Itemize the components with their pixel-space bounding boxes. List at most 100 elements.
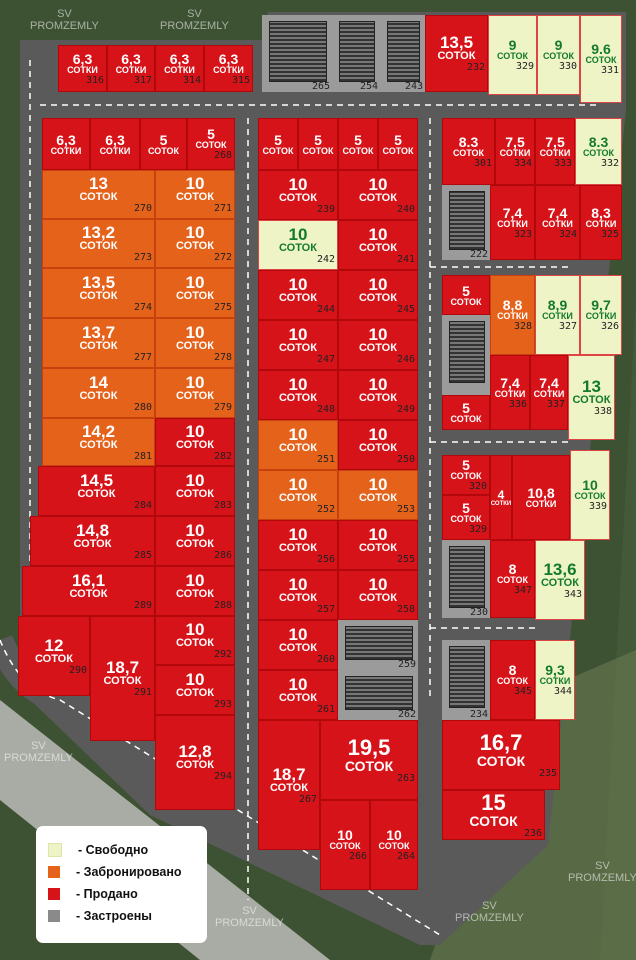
plot-unit: СОТОК: [359, 241, 397, 254]
plot-number: 333: [553, 157, 572, 169]
plot-area: 18,7: [272, 764, 306, 784]
plot-337: 7,4 СОТКИ 337: [530, 355, 568, 430]
plot-number: 325: [600, 228, 619, 240]
plot-number: 316: [85, 74, 104, 86]
plot-unit: СОТКИ: [542, 218, 573, 229]
plot-number: 331: [600, 65, 619, 76]
plot-252: 10 СОТОК 252: [258, 470, 338, 520]
plot-number: 326: [600, 321, 619, 332]
plot-area: 13,5: [81, 272, 116, 292]
plot-282: 10 СОТОК 282: [155, 418, 235, 466]
plot-279: 10 СОТОК 279: [155, 368, 235, 418]
plot-area: 10: [368, 224, 388, 244]
plot-number: 268: [213, 150, 232, 161]
plot-area: 10: [185, 372, 205, 392]
plot-area: 10: [185, 272, 205, 292]
plot-301: 8.3 СОТОК 301: [442, 118, 495, 185]
plot-number: 235: [538, 767, 557, 779]
plot-unit: СОТОК: [279, 491, 317, 504]
plot-281: 14,2 СОТОК 281: [42, 418, 155, 466]
plot-347: 8 СОТОК 347: [490, 540, 535, 618]
plot-unit: СОТОК: [279, 641, 317, 654]
plot-unit: СОТОК: [450, 414, 482, 424]
plot-number: 343: [563, 588, 582, 600]
plot-243: 243: [380, 15, 425, 92]
plot: 5 СОТОК: [442, 395, 490, 430]
plot-area: 6,3: [72, 50, 93, 67]
plot-area: 4: [497, 487, 505, 502]
plot-unit: СОТОК: [79, 438, 118, 451]
plot-292: 10 СОТОК 292: [155, 616, 235, 665]
plot-unit: СОТОК: [382, 145, 414, 156]
plot: 4 СОТКИ: [490, 455, 512, 540]
plot-number: 239: [316, 203, 335, 215]
plot-248: 10 СОТОК 248: [258, 370, 338, 420]
road-dashes: [0, 639, 441, 936]
legend: - Свободно - Забронировано - Продано - З…: [36, 826, 207, 943]
plot-number: 289: [133, 599, 152, 611]
plot-area: 10: [185, 669, 205, 689]
plot-unit: СОТОК: [574, 491, 606, 501]
plot-area: 9,3: [545, 662, 565, 678]
plot-number: 286: [213, 549, 232, 561]
plot-number: 270: [133, 203, 152, 214]
plot-area: 10: [337, 827, 353, 843]
plot-251: 10 СОТОК 251: [258, 420, 338, 470]
plot-unit: СОТОК: [279, 191, 317, 204]
plot-area: 10: [368, 524, 388, 544]
plot-number: 275: [213, 301, 232, 313]
plot-area: 10: [288, 274, 308, 294]
plot-area: 6,3: [105, 131, 125, 148]
plot-number: 249: [396, 403, 415, 415]
plot-232: 13,5 СОТОК 232: [425, 15, 488, 92]
plot-number: 234: [469, 709, 488, 720]
plot-unit: СОТОК: [437, 50, 476, 62]
plot-area: 10: [185, 520, 205, 540]
plot-area: 9.6: [591, 41, 611, 57]
plot-number: 315: [231, 74, 250, 86]
plot-area: 15: [481, 789, 506, 815]
plot-number: 280: [133, 401, 152, 413]
plot-number: 230: [469, 607, 488, 618]
plot-area: 13,5: [439, 33, 474, 52]
plot-area: 13,7: [81, 322, 116, 342]
plot-number: 339: [588, 501, 607, 512]
plot-number: 255: [396, 553, 415, 565]
plot-area: 5: [207, 126, 215, 142]
plot-number: 324: [558, 228, 577, 240]
plot-area: 19,5: [347, 734, 391, 760]
plot-area: 18,7: [105, 658, 140, 677]
plot-unit: СОТОК: [344, 757, 394, 774]
plot-unit: СОТОК: [176, 240, 214, 252]
plot-area: 7,4: [547, 204, 568, 221]
plot-area: 10: [185, 570, 205, 590]
plot-unit: СОТКИ: [585, 311, 617, 321]
plot-unit: СОТОК: [79, 389, 118, 402]
plot-number: 232: [466, 62, 485, 73]
plot-number: 263: [396, 772, 415, 784]
plot-number: 294: [213, 771, 232, 782]
plot-area: 10: [368, 174, 388, 194]
plot: 10,8 СОТКИ: [512, 455, 570, 540]
built-swatch-icon: [48, 910, 60, 922]
plot-unit: СОТОК: [359, 291, 397, 304]
plot-unit: СОТОК: [176, 339, 214, 352]
plot-number: 332: [600, 157, 619, 169]
plot-240: 10 СОТОК 240: [338, 170, 418, 220]
plot-number: 293: [213, 698, 232, 710]
plot-329: 5 СОТОК 329: [442, 495, 490, 540]
plot-area: 5: [354, 131, 362, 148]
plot-number: 336: [508, 398, 527, 410]
plot-number: 240: [396, 203, 415, 215]
legend-label: - Застроены: [76, 909, 152, 923]
plot-number: 334: [513, 157, 532, 169]
plot-unit: СОТОК: [359, 341, 397, 354]
plot-area: 5: [462, 400, 470, 416]
plot-314: 6,3 СОТКИ 314: [155, 45, 204, 92]
plot-number: 236: [523, 827, 542, 839]
plot-253: 10 СОТОК 253: [338, 470, 418, 520]
plot: 5 СОТОК: [338, 118, 378, 170]
plot-unit: СОТОК: [195, 140, 227, 150]
plot-315: 6,3 СОТКИ 315: [204, 45, 253, 92]
plot-255: 10 СОТОК 255: [338, 520, 418, 570]
